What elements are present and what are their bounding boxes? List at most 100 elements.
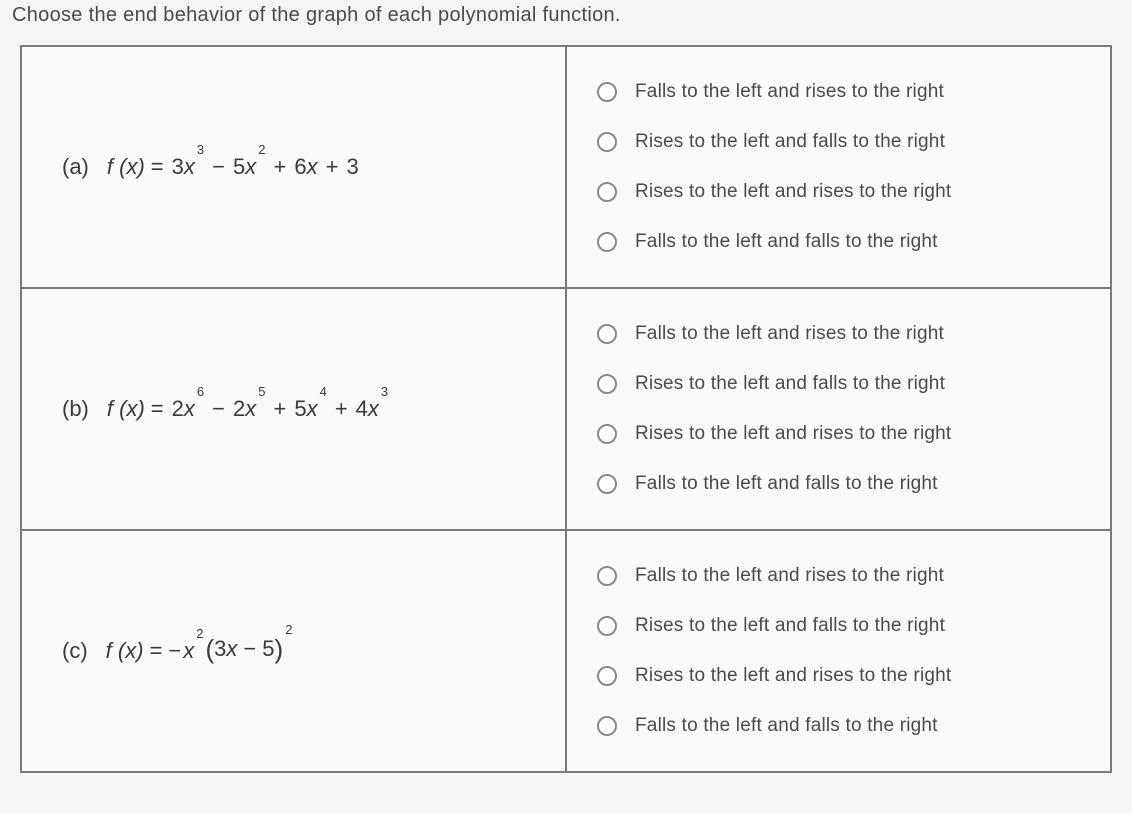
var: x bbox=[184, 154, 195, 180]
exponent: 4 bbox=[320, 384, 327, 399]
option-label: Rises to the left and falls to the right bbox=[635, 373, 945, 395]
option-row[interactable]: Rises to the left and rises to the right bbox=[597, 409, 1090, 459]
radio-icon[interactable] bbox=[597, 424, 617, 444]
formula-cell-c: (c) f (x) = − x 2 ( 3 x − 5 ) bbox=[21, 530, 566, 772]
op: − bbox=[212, 154, 225, 180]
option-row[interactable]: Rises to the left and falls to the right bbox=[597, 359, 1090, 409]
option-label: Rises to the left and rises to the right bbox=[635, 423, 951, 445]
exponent: 6 bbox=[197, 384, 204, 399]
coef: 5 bbox=[294, 396, 306, 422]
term: 6 x bbox=[294, 154, 317, 180]
term: 3 x 3 bbox=[172, 154, 204, 180]
option-label: Rises to the left and falls to the right bbox=[635, 131, 945, 153]
term: 3 bbox=[346, 154, 358, 180]
coef: 4 bbox=[356, 396, 368, 422]
option-label: Falls to the left and rises to the right bbox=[635, 565, 944, 587]
op: + bbox=[273, 396, 286, 422]
paren-group: ( 3 x − 5 ) 2 bbox=[206, 636, 293, 667]
option-row[interactable]: Falls to the left and falls to the right bbox=[597, 701, 1090, 751]
open-paren: ( bbox=[206, 634, 215, 665]
var: x bbox=[307, 396, 318, 422]
term: 4 x 3 bbox=[356, 396, 388, 422]
op: + bbox=[326, 154, 339, 180]
options-cell-c: Falls to the left and rises to the right… bbox=[566, 530, 1111, 772]
option-row[interactable]: Falls to the left and rises to the right bbox=[597, 67, 1090, 117]
option-label: Rises to the left and rises to the right bbox=[635, 181, 951, 203]
options-cell-b: Falls to the left and rises to the right… bbox=[566, 288, 1111, 530]
formula-cell-b: (b) f (x) = 2 x 6 − 2 x 5 + bbox=[21, 288, 566, 530]
part-label: (b) bbox=[62, 396, 89, 422]
close-paren: ) bbox=[275, 634, 284, 665]
var: x bbox=[245, 396, 256, 422]
radio-icon[interactable] bbox=[597, 666, 617, 686]
paren-exponent: 2 bbox=[285, 622, 292, 637]
option-row[interactable]: Falls to the left and falls to the right bbox=[597, 217, 1090, 267]
radio-icon[interactable] bbox=[597, 374, 617, 394]
equals: = bbox=[151, 396, 164, 422]
page-container: Choose the end behavior of the graph of … bbox=[0, 0, 1132, 813]
option-label: Falls to the left and rises to the right bbox=[635, 81, 944, 103]
radio-icon[interactable] bbox=[597, 82, 617, 102]
expression-c: (c) f (x) = − x 2 ( 3 x − 5 ) bbox=[62, 636, 292, 667]
instruction-text: Choose the end behavior of the graph of … bbox=[0, 0, 1132, 45]
exponent: 3 bbox=[381, 384, 388, 399]
term: 2 x 6 bbox=[172, 396, 204, 422]
radio-icon[interactable] bbox=[597, 566, 617, 586]
op: + bbox=[335, 396, 348, 422]
question-table: (a) f (x) = 3 x 3 − 5 x 2 + bbox=[20, 45, 1112, 773]
option-row[interactable]: Rises to the left and rises to the right bbox=[597, 167, 1090, 217]
option-row[interactable]: Falls to the left and falls to the right bbox=[597, 459, 1090, 509]
term: x 2 bbox=[183, 638, 203, 664]
option-label: Rises to the left and falls to the right bbox=[635, 615, 945, 637]
options-cell-a: Falls to the left and rises to the right… bbox=[566, 46, 1111, 288]
radio-icon[interactable] bbox=[597, 232, 617, 252]
op: − bbox=[212, 396, 225, 422]
coef: 2 bbox=[233, 396, 245, 422]
term: 5 x 4 bbox=[294, 396, 326, 422]
inner-var: x bbox=[226, 636, 237, 662]
option-row[interactable]: Rises to the left and falls to the right bbox=[597, 117, 1090, 167]
option-row[interactable]: Rises to the left and falls to the right bbox=[597, 601, 1090, 651]
coef: 3 bbox=[346, 154, 358, 180]
equals: = bbox=[150, 638, 163, 664]
term: 2 x 5 bbox=[233, 396, 265, 422]
option-row[interactable]: Falls to the left and rises to the right bbox=[597, 551, 1090, 601]
term: 5 x 2 bbox=[233, 154, 265, 180]
table-row: (c) f (x) = − x 2 ( 3 x − 5 ) bbox=[21, 530, 1111, 772]
expression-a: (a) f (x) = 3 x 3 − 5 x 2 + bbox=[62, 154, 361, 180]
option-label: Falls to the left and falls to the right bbox=[635, 231, 938, 253]
var: x bbox=[307, 154, 318, 180]
radio-icon[interactable] bbox=[597, 616, 617, 636]
radio-icon[interactable] bbox=[597, 716, 617, 736]
expression-b: (b) f (x) = 2 x 6 − 2 x 5 + bbox=[62, 396, 390, 422]
coef: 5 bbox=[233, 154, 245, 180]
radio-icon[interactable] bbox=[597, 182, 617, 202]
option-label: Falls to the left and falls to the right bbox=[635, 473, 938, 495]
inner-coef: 3 bbox=[214, 636, 226, 662]
exponent: 5 bbox=[258, 384, 265, 399]
part-label: (c) bbox=[62, 638, 88, 664]
table-row: (b) f (x) = 2 x 6 − 2 x 5 + bbox=[21, 288, 1111, 530]
fx-label: f (x) bbox=[107, 396, 145, 422]
exponent: 2 bbox=[196, 626, 203, 641]
op: + bbox=[273, 154, 286, 180]
radio-icon[interactable] bbox=[597, 132, 617, 152]
radio-icon[interactable] bbox=[597, 474, 617, 494]
option-label: Falls to the left and falls to the right bbox=[635, 715, 938, 737]
option-row[interactable]: Falls to the left and rises to the right bbox=[597, 309, 1090, 359]
exponent: 3 bbox=[197, 142, 204, 157]
inner-const: 5 bbox=[262, 636, 274, 662]
inner-op: − bbox=[243, 636, 256, 662]
equals: = bbox=[151, 154, 164, 180]
option-row[interactable]: Rises to the left and rises to the right bbox=[597, 651, 1090, 701]
var: x bbox=[245, 154, 256, 180]
coef: 2 bbox=[172, 396, 184, 422]
radio-icon[interactable] bbox=[597, 324, 617, 344]
var: x bbox=[368, 396, 379, 422]
lead-sign: − bbox=[168, 638, 181, 664]
coef: 6 bbox=[294, 154, 306, 180]
part-label: (a) bbox=[62, 154, 89, 180]
formula-cell-a: (a) f (x) = 3 x 3 − 5 x 2 + bbox=[21, 46, 566, 288]
table-row: (a) f (x) = 3 x 3 − 5 x 2 + bbox=[21, 46, 1111, 288]
var: x bbox=[183, 638, 194, 664]
